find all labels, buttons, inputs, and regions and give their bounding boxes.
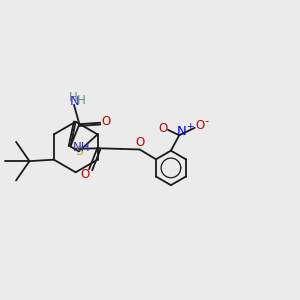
- Text: O: O: [135, 136, 144, 149]
- Text: O: O: [195, 119, 205, 132]
- Text: O: O: [101, 115, 110, 128]
- Text: H: H: [77, 94, 86, 107]
- Text: O: O: [158, 122, 167, 135]
- Text: NH: NH: [72, 141, 90, 154]
- Text: -: -: [204, 116, 208, 126]
- Text: O: O: [81, 168, 90, 181]
- Text: +: +: [186, 122, 194, 131]
- Text: N: N: [70, 95, 80, 108]
- Text: N: N: [177, 125, 187, 138]
- Text: S: S: [75, 145, 83, 158]
- Text: H: H: [69, 91, 78, 104]
